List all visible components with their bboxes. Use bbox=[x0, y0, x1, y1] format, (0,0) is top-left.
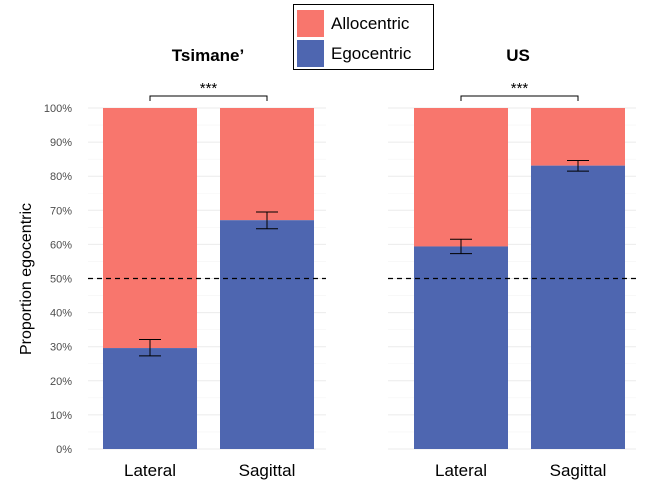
x-tick-label: Sagittal bbox=[239, 461, 296, 480]
legend-label-allocentric: Allocentric bbox=[331, 13, 410, 33]
y-tick-label: 40% bbox=[50, 308, 72, 320]
legend-label-egocentric: Egocentric bbox=[331, 43, 412, 63]
bar-egocentric bbox=[531, 165, 625, 449]
y-axis-label: Proportion egocentric bbox=[18, 202, 35, 356]
legend-swatch-allocentric bbox=[297, 10, 324, 37]
significance-bracket bbox=[460, 95, 579, 101]
significance-label: *** bbox=[200, 80, 218, 97]
y-tick-label: 50% bbox=[50, 274, 72, 286]
bar-egocentric bbox=[103, 348, 197, 449]
y-tick-label: 80% bbox=[50, 171, 72, 183]
legend-item-egocentric: Egocentric bbox=[297, 40, 411, 67]
legend-swatch-egocentric bbox=[297, 40, 324, 67]
x-tick-label: Lateral bbox=[435, 461, 487, 480]
y-tick-label: 20% bbox=[50, 376, 72, 388]
bar-allocentric bbox=[220, 108, 314, 221]
y-tick-label: 0% bbox=[56, 444, 72, 456]
legend: Allocentric Egocentric bbox=[293, 4, 434, 70]
bar-allocentric bbox=[414, 108, 508, 247]
significance-bracket bbox=[149, 95, 268, 101]
bar-egocentric bbox=[220, 220, 314, 449]
bar-egocentric bbox=[414, 246, 508, 449]
significance-label: *** bbox=[511, 80, 529, 97]
y-tick-label: 10% bbox=[50, 410, 72, 422]
x-tick-label: Sagittal bbox=[550, 461, 607, 480]
x-tick-label: Lateral bbox=[124, 461, 176, 480]
facet-title-tsimane: Tsimane’ bbox=[171, 46, 245, 65]
legend-item-allocentric: Allocentric bbox=[297, 10, 409, 37]
y-tick-label: 90% bbox=[50, 137, 72, 149]
y-tick-label: 70% bbox=[50, 205, 72, 217]
bar-allocentric bbox=[103, 108, 197, 349]
bar-allocentric bbox=[531, 108, 625, 166]
y-tick-label: 30% bbox=[50, 342, 72, 354]
facet-title-us: US bbox=[506, 46, 530, 65]
y-tick-label: 100% bbox=[44, 103, 72, 115]
y-tick-label: 60% bbox=[50, 239, 72, 251]
